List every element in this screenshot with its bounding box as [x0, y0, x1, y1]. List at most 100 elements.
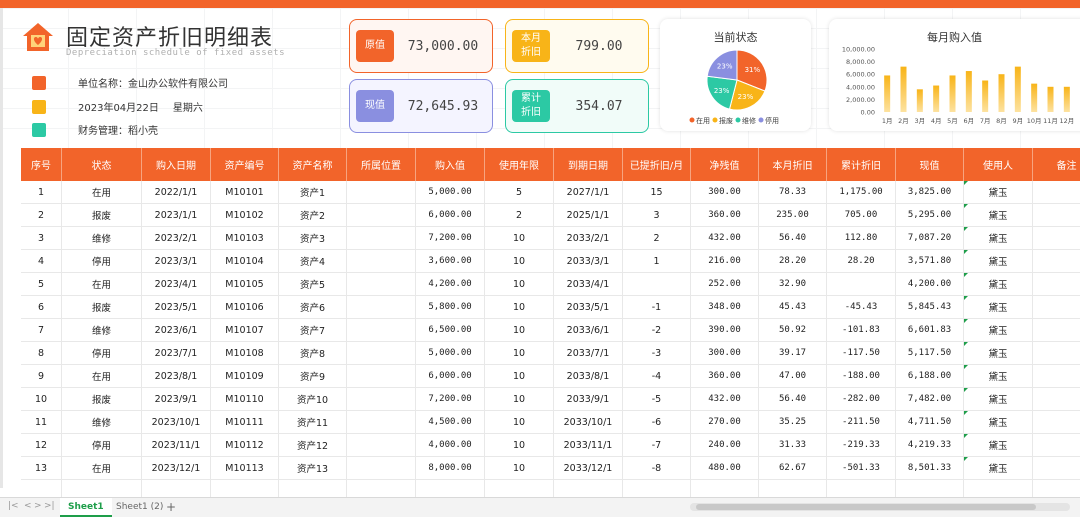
cell-useful-life[interactable]: 10 [485, 457, 554, 479]
cell-residual[interactable]: 300.00 [691, 181, 759, 203]
cell-user[interactable]: 黛玉 [964, 411, 1033, 433]
cell-asset-code[interactable]: M10109 [211, 365, 279, 387]
cell-empty[interactable] [964, 480, 1033, 502]
cell-remark[interactable] [1033, 434, 1080, 456]
cell-expire-date[interactable]: 2033/4/1 [554, 273, 623, 295]
bar-5[interactable] [949, 75, 956, 112]
cell-current-value[interactable]: 5,845.43 [896, 296, 964, 318]
cell-asset-name[interactable]: 资产1 [279, 181, 347, 203]
cell-purchase-date[interactable]: 2023/5/1 [142, 296, 211, 318]
bar-1[interactable] [884, 75, 891, 112]
cell-purchase-date[interactable]: 2023/1/1 [142, 204, 211, 226]
cell-expire-date[interactable]: 2033/3/1 [554, 250, 623, 272]
cell-seq[interactable]: 9 [21, 365, 62, 387]
cell-location[interactable] [347, 319, 416, 341]
cell-asset-name[interactable]: 资产11 [279, 411, 347, 433]
cell-current-value[interactable]: 7,087.20 [896, 227, 964, 249]
cell-expire-date[interactable]: 2025/1/1 [554, 204, 623, 226]
column-header-status[interactable]: 状态 [62, 148, 142, 181]
cell-dep-months[interactable]: -3 [623, 342, 691, 364]
prev-sheet-button[interactable]: < [24, 501, 32, 511]
column-header-asset-code[interactable]: 资产编号 [211, 148, 279, 181]
cell-location[interactable] [347, 273, 416, 295]
cell-current-value[interactable]: 4,711.50 [896, 411, 964, 433]
cell-month-dep[interactable]: 235.00 [759, 204, 827, 226]
cell-month-dep[interactable]: 45.43 [759, 296, 827, 318]
cell-location[interactable] [347, 457, 416, 479]
cell-useful-life[interactable]: 10 [485, 388, 554, 410]
cell-purchase-value[interactable]: 6,000.00 [416, 365, 485, 387]
column-header-residual[interactable]: 净残值 [691, 148, 759, 181]
cell-purchase-value[interactable]: 5,000.00 [416, 342, 485, 364]
cell-purchase-value[interactable]: 6,500.00 [416, 319, 485, 341]
cell-residual[interactable]: 216.00 [691, 250, 759, 272]
cell-month-dep[interactable]: 39.17 [759, 342, 827, 364]
cell-dep-months[interactable]: -8 [623, 457, 691, 479]
bar-4[interactable] [933, 85, 940, 112]
cell-residual[interactable]: 252.00 [691, 273, 759, 295]
last-sheet-button[interactable]: >| [44, 501, 55, 511]
cell-current-value[interactable]: 6,601.83 [896, 319, 964, 341]
cell-empty[interactable] [211, 480, 279, 502]
cell-dep-months[interactable]: -6 [623, 411, 691, 433]
cell-empty[interactable] [142, 480, 211, 502]
cell-total-dep[interactable]: -117.50 [827, 342, 896, 364]
pie-slice-1[interactable] [728, 79, 766, 111]
cell-current-value[interactable]: 5,295.00 [896, 204, 964, 226]
cell-current-value[interactable]: 6,188.00 [896, 365, 964, 387]
cell-seq[interactable]: 6 [21, 296, 62, 318]
sheet-tab-sheet1[interactable]: Sheet1 [60, 498, 112, 517]
cell-asset-code[interactable]: M10111 [211, 411, 279, 433]
cell-status[interactable]: 报废 [62, 296, 142, 318]
cell-user[interactable]: 黛玉 [964, 227, 1033, 249]
cell-expire-date[interactable]: 2033/12/1 [554, 457, 623, 479]
bar-3[interactable] [916, 89, 923, 112]
cell-seq[interactable]: 7 [21, 319, 62, 341]
cell-asset-code[interactable]: M10110 [211, 388, 279, 410]
cell-asset-name[interactable]: 资产5 [279, 273, 347, 295]
cell-dep-months[interactable]: 1 [623, 250, 691, 272]
cell-status[interactable]: 在用 [62, 273, 142, 295]
column-header-user[interactable]: 使用人 [964, 148, 1033, 181]
cell-location[interactable] [347, 342, 416, 364]
cell-asset-code[interactable]: M10108 [211, 342, 279, 364]
cell-empty[interactable] [21, 480, 62, 502]
cell-month-dep[interactable]: 56.40 [759, 388, 827, 410]
cell-total-dep[interactable] [827, 273, 896, 295]
cell-dep-months[interactable] [623, 273, 691, 295]
cell-expire-date[interactable]: 2033/9/1 [554, 388, 623, 410]
cell-remark[interactable] [1033, 411, 1080, 433]
row-header-strip[interactable] [0, 8, 3, 488]
cell-useful-life[interactable]: 10 [485, 319, 554, 341]
cell-purchase-value[interactable]: 7,200.00 [416, 388, 485, 410]
cell-purchase-date[interactable]: 2023/4/1 [142, 273, 211, 295]
cell-status[interactable]: 报废 [62, 388, 142, 410]
cell-asset-code[interactable]: M10102 [211, 204, 279, 226]
cell-empty[interactable] [347, 480, 416, 502]
cell-current-value[interactable]: 3,571.80 [896, 250, 964, 272]
cell-purchase-value[interactable]: 4,000.00 [416, 434, 485, 456]
cell-remark[interactable] [1033, 457, 1080, 479]
cell-user[interactable]: 黛玉 [964, 250, 1033, 272]
cell-status[interactable]: 停用 [62, 342, 142, 364]
cell-expire-date[interactable]: 2033/6/1 [554, 319, 623, 341]
cell-remark[interactable] [1033, 204, 1080, 226]
cell-location[interactable] [347, 227, 416, 249]
cell-asset-code[interactable]: M10112 [211, 434, 279, 456]
cell-residual[interactable]: 432.00 [691, 227, 759, 249]
cell-dep-months[interactable]: -1 [623, 296, 691, 318]
cell-status[interactable]: 在用 [62, 457, 142, 479]
cell-month-dep[interactable]: 31.33 [759, 434, 827, 456]
column-header-purchase-value[interactable]: 购入值 [416, 148, 485, 181]
column-header-current-value[interactable]: 现值 [896, 148, 964, 181]
cell-expire-date[interactable]: 2033/8/1 [554, 365, 623, 387]
cell-purchase-value[interactable]: 6,000.00 [416, 204, 485, 226]
cell-asset-name[interactable]: 资产2 [279, 204, 347, 226]
cell-asset-name[interactable]: 资产9 [279, 365, 347, 387]
cell-residual[interactable]: 390.00 [691, 319, 759, 341]
cell-empty[interactable] [416, 480, 485, 502]
cell-location[interactable] [347, 434, 416, 456]
cell-month-dep[interactable]: 56.40 [759, 227, 827, 249]
bar-8[interactable] [998, 74, 1005, 112]
cell-useful-life[interactable]: 10 [485, 227, 554, 249]
